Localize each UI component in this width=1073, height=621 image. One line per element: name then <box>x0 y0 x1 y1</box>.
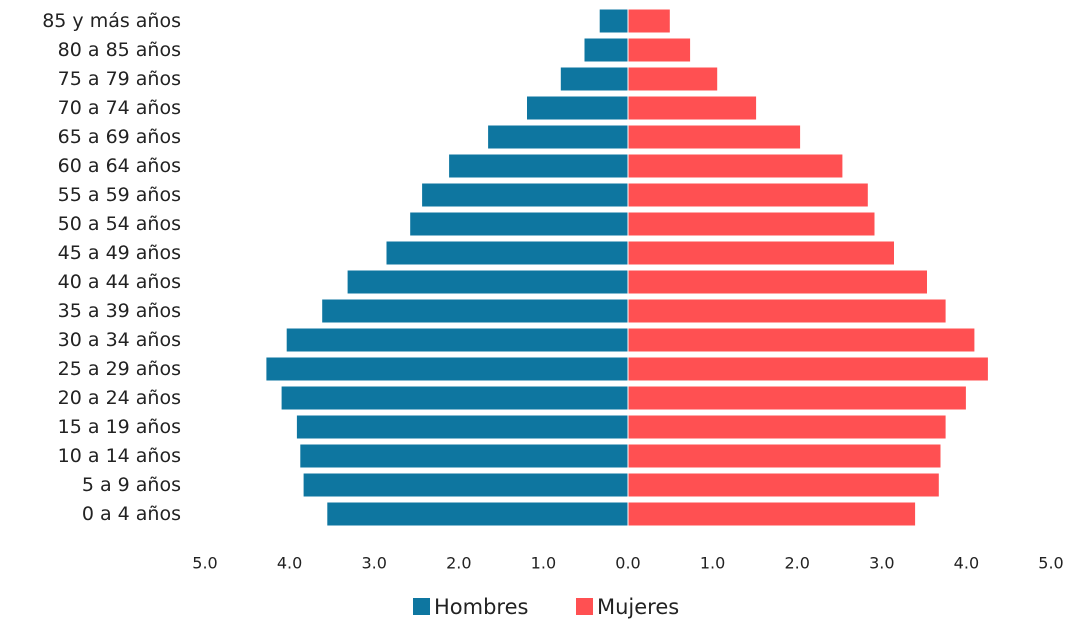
category-label: 85 y más años <box>42 10 181 32</box>
bar-hombres-8 <box>385 240 629 266</box>
bar-hombres-17 <box>326 501 629 527</box>
bar-hombres-4 <box>487 124 629 150</box>
x-tick-label: 3.0 <box>869 554 894 573</box>
x-tick-label: 2.0 <box>446 554 471 573</box>
x-tick-label: 5.0 <box>1038 554 1063 573</box>
legend-swatch-mujeres <box>576 598 593 615</box>
x-axis-tick-labels: 5.0 4.0 3.0 2.0 1.0 0.0 1.0 2.0 3.0 4.0 5.0 <box>192 554 1063 573</box>
bar-hombres-14 <box>295 414 629 440</box>
bar-hombres-7 <box>409 211 629 237</box>
bar-mujeres-15 <box>627 443 942 469</box>
bar-hombres-0 <box>598 8 629 34</box>
bar-hombres-16 <box>302 472 629 498</box>
bar-mujeres-1 <box>627 37 692 63</box>
legend-label-mujeres: Mujeres <box>597 595 679 619</box>
bars-group <box>265 8 989 527</box>
x-tick-label: 1.0 <box>700 554 725 573</box>
category-label: 80 a 85 años <box>58 39 181 61</box>
bar-mujeres-5 <box>627 153 844 179</box>
bar-hombres-3 <box>526 95 629 121</box>
bar-hombres-10 <box>321 298 629 324</box>
category-label: 20 a 24 años <box>58 387 181 409</box>
x-tick-label: 4.0 <box>277 554 302 573</box>
legend-swatch-hombres <box>413 598 430 615</box>
bar-mujeres-9 <box>627 269 928 295</box>
x-tick-label: 5.0 <box>192 554 217 573</box>
category-label: 65 a 69 años <box>58 126 181 148</box>
category-label: 75 a 79 años <box>58 68 181 90</box>
x-tick-label: 0.0 <box>615 554 640 573</box>
x-tick-label: 2.0 <box>784 554 809 573</box>
category-label: 55 a 59 años <box>58 184 181 206</box>
bar-hombres-5 <box>448 153 629 179</box>
bar-mujeres-10 <box>627 298 947 324</box>
bar-mujeres-17 <box>627 501 917 527</box>
category-label: 15 a 19 años <box>58 416 181 438</box>
legend-label-hombres: Hombres <box>434 595 528 619</box>
bar-mujeres-16 <box>627 472 940 498</box>
category-label: 0 a 4 años <box>82 503 181 525</box>
category-label: 25 a 29 años <box>58 358 181 380</box>
bar-mujeres-14 <box>627 414 947 440</box>
bar-hombres-15 <box>299 443 629 469</box>
x-tick-label: 4.0 <box>954 554 979 573</box>
bar-hombres-6 <box>421 182 629 208</box>
category-label: 35 a 39 años <box>58 300 181 322</box>
bar-hombres-11 <box>285 327 629 353</box>
category-labels: 85 y más años 80 a 85 años 75 a 79 años 70 … <box>42 10 181 525</box>
bar-mujeres-2 <box>627 66 719 92</box>
bar-mujeres-0 <box>627 8 671 34</box>
bar-hombres-12 <box>265 356 629 382</box>
bar-mujeres-7 <box>627 211 876 237</box>
category-label: 45 a 49 años <box>58 242 181 264</box>
bar-hombres-1 <box>583 37 629 63</box>
bar-mujeres-4 <box>627 124 802 150</box>
x-tick-label: 3.0 <box>361 554 386 573</box>
bar-hombres-9 <box>346 269 629 295</box>
category-label: 10 a 14 años <box>58 445 181 467</box>
bar-mujeres-11 <box>627 327 976 353</box>
bar-hombres-2 <box>559 66 629 92</box>
bar-mujeres-6 <box>627 182 869 208</box>
bar-mujeres-12 <box>627 356 989 382</box>
bar-mujeres-13 <box>627 385 967 411</box>
category-label: 40 a 44 años <box>58 271 181 293</box>
category-label: 70 a 74 años <box>58 97 181 119</box>
category-label: 30 a 34 años <box>58 329 181 351</box>
bar-mujeres-3 <box>627 95 758 121</box>
category-label: 50 a 54 años <box>58 213 181 235</box>
bar-mujeres-8 <box>627 240 895 266</box>
bar-hombres-13 <box>280 385 629 411</box>
category-label: 60 a 64 años <box>58 155 181 177</box>
legend: Hombres Mujeres <box>413 595 679 619</box>
x-tick-label: 1.0 <box>531 554 556 573</box>
category-label: 5 a 9 años <box>82 474 181 496</box>
